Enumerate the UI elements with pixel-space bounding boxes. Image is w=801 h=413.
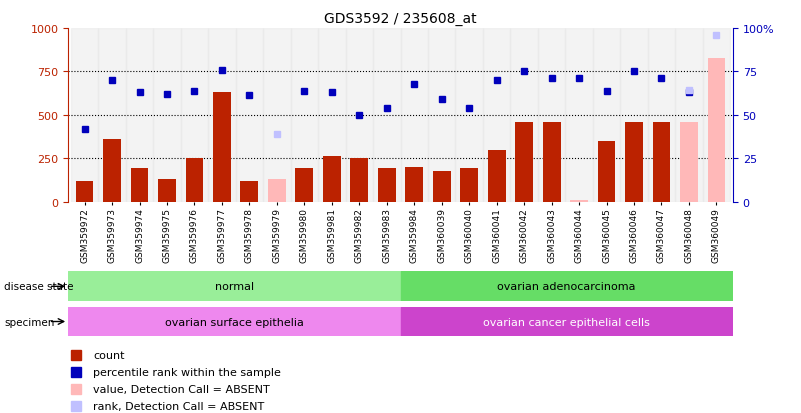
- Bar: [653, 123, 670, 202]
- Bar: [483, 29, 510, 202]
- Bar: [213, 93, 231, 202]
- Bar: [515, 123, 533, 202]
- Text: rank, Detection Call = ABSENT: rank, Detection Call = ABSENT: [94, 401, 264, 411]
- Bar: [153, 29, 181, 202]
- Bar: [131, 169, 148, 202]
- Bar: [648, 29, 675, 202]
- Bar: [68, 272, 400, 301]
- Bar: [400, 29, 428, 202]
- Bar: [680, 123, 698, 202]
- Bar: [373, 29, 400, 202]
- Bar: [68, 307, 400, 337]
- Bar: [675, 29, 702, 202]
- Bar: [291, 29, 318, 202]
- Bar: [542, 123, 561, 202]
- Bar: [268, 180, 286, 202]
- Bar: [593, 29, 620, 202]
- Text: ovarian adenocarcinoma: ovarian adenocarcinoma: [497, 282, 636, 292]
- Bar: [296, 169, 313, 202]
- Bar: [488, 150, 505, 202]
- Bar: [264, 29, 291, 202]
- Bar: [400, 272, 733, 301]
- Bar: [208, 29, 235, 202]
- Bar: [400, 307, 733, 337]
- Bar: [318, 29, 345, 202]
- Bar: [405, 168, 423, 202]
- Bar: [235, 29, 264, 202]
- Text: ovarian cancer epithelial cells: ovarian cancer epithelial cells: [483, 317, 650, 327]
- Bar: [625, 123, 643, 202]
- Bar: [70, 29, 99, 202]
- Bar: [566, 29, 593, 202]
- Bar: [126, 29, 153, 202]
- Bar: [570, 201, 588, 202]
- Text: value, Detection Call = ABSENT: value, Detection Call = ABSENT: [94, 384, 270, 394]
- Bar: [461, 169, 478, 202]
- Text: normal: normal: [215, 282, 254, 292]
- Bar: [702, 29, 731, 202]
- Bar: [598, 142, 615, 202]
- Bar: [456, 29, 483, 202]
- Bar: [433, 171, 451, 202]
- Bar: [75, 182, 94, 202]
- Text: GDS3592 / 235608_at: GDS3592 / 235608_at: [324, 12, 477, 26]
- Bar: [240, 182, 259, 202]
- Bar: [99, 29, 126, 202]
- Bar: [181, 29, 208, 202]
- Bar: [428, 29, 456, 202]
- Bar: [186, 159, 203, 202]
- Bar: [510, 29, 537, 202]
- Bar: [537, 29, 566, 202]
- Text: ovarian surface epithelia: ovarian surface epithelia: [165, 317, 304, 327]
- Bar: [158, 180, 176, 202]
- Bar: [345, 29, 373, 202]
- Text: specimen: specimen: [4, 317, 54, 327]
- Text: percentile rank within the sample: percentile rank within the sample: [94, 367, 281, 377]
- Bar: [103, 140, 121, 202]
- Bar: [620, 29, 648, 202]
- Text: count: count: [94, 351, 125, 361]
- Bar: [350, 158, 368, 202]
- Bar: [323, 157, 340, 202]
- Bar: [707, 58, 726, 202]
- Bar: [378, 169, 396, 202]
- Text: disease state: disease state: [4, 282, 74, 292]
